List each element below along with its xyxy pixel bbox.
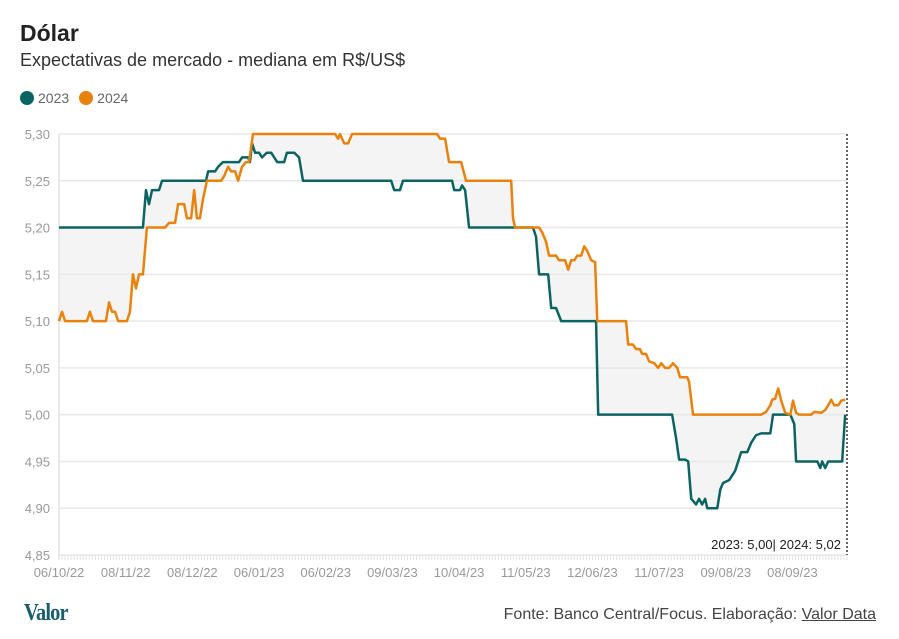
x-tick-label: 08/11/22 — [101, 565, 151, 580]
chart-subtitle: Expectativas de mercado - mediana em R$/… — [20, 50, 406, 70]
legend-item-2023[interactable]: 2023 — [20, 90, 69, 106]
legend-item-2024[interactable]: 2024 — [79, 90, 128, 106]
y-tick-label: 4,95 — [25, 454, 50, 469]
legend-dot-2023 — [20, 91, 34, 105]
series-line-2024 — [57, 132, 846, 416]
y-tick-label: 5,05 — [25, 361, 50, 376]
y-tick-label: 5,20 — [25, 221, 50, 236]
legend: 2023 2024 — [20, 90, 128, 106]
y-tick-label: 5,15 — [25, 267, 50, 282]
x-tick-label: 06/02/23 — [300, 565, 351, 580]
valor-data-link[interactable]: Valor Data — [801, 606, 876, 623]
y-tick-label: 4,90 — [25, 501, 50, 516]
x-tick-label: 08/09/23 — [767, 565, 818, 580]
source-note: Fonte: Banco Central/Focus. Elaboração: … — [504, 606, 876, 624]
x-tick-label: 11/07/23 — [634, 565, 684, 580]
x-tick-label: 08/12/22 — [167, 565, 218, 580]
source-text: Fonte: Banco Central/Focus. Elaboração: — [503, 606, 802, 623]
series-line-2023 — [59, 142, 847, 510]
valor-logo: Valor — [24, 600, 69, 626]
legend-label-2023: 2023 — [38, 90, 70, 106]
legend-dot-2024 — [79, 91, 94, 105]
legend-label-2024: 2024 — [97, 90, 129, 106]
x-tick-label: 11/05/23 — [501, 565, 551, 580]
y-tick-label: 5,00 — [25, 408, 50, 423]
x-tick-label: 10/04/23 — [434, 565, 485, 580]
x-tick-label: 09/03/23 — [367, 565, 418, 580]
x-tick-label: 06/01/23 — [234, 565, 285, 580]
x-tick-label: 09/08/23 — [700, 565, 751, 580]
y-tick-label: 4,85 — [25, 548, 50, 563]
hover-annotation: 2023: 5,00| 2024: 5,02 — [711, 537, 841, 552]
y-tick-label: 5,30 — [25, 127, 50, 142]
y-tick-label: 5,10 — [25, 314, 50, 329]
y-tick-label: 5,25 — [25, 174, 50, 189]
chart-title: Dólar — [20, 20, 79, 46]
x-tick-label: 12/06/23 — [567, 565, 618, 580]
x-tick-label: 06/10/22 — [34, 565, 85, 580]
